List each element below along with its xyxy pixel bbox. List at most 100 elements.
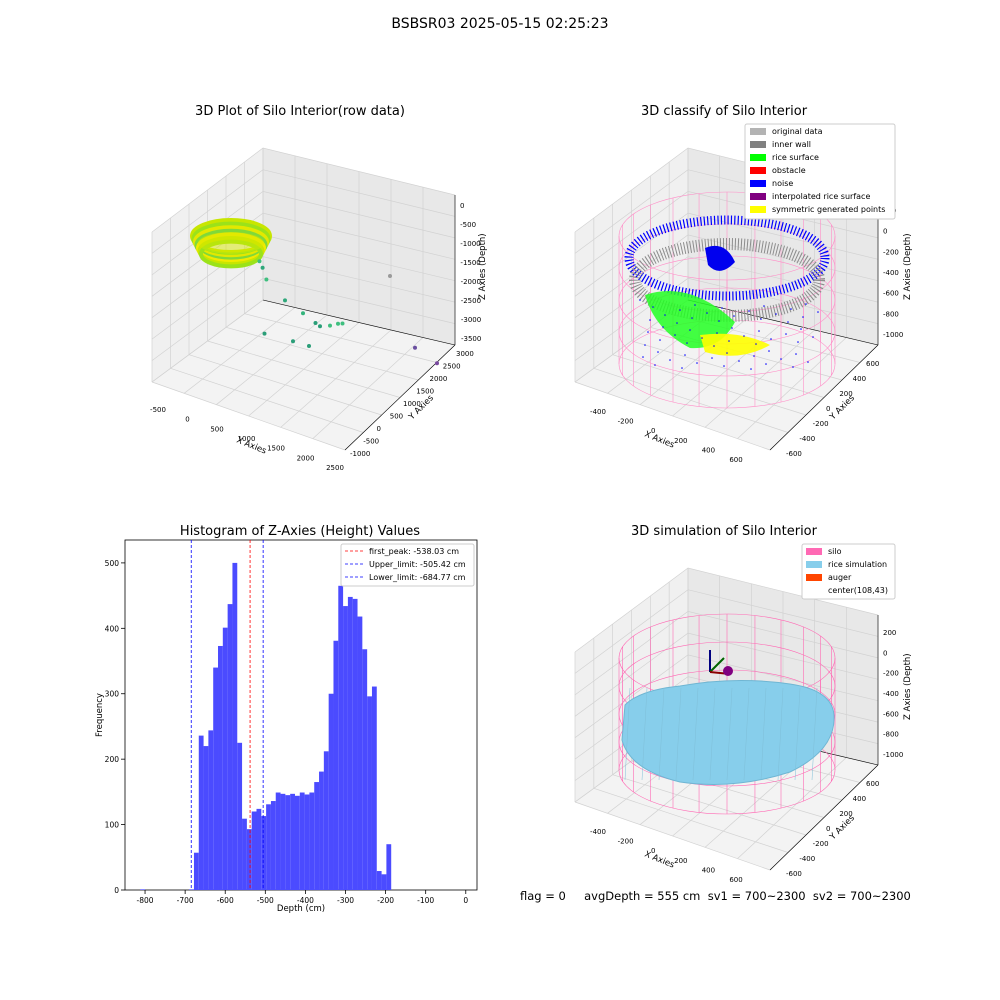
p1-scatter-point <box>257 259 262 264</box>
p4-x-axis-line <box>769 764 879 871</box>
p1-grid-line <box>183 307 296 394</box>
panel2-title: 3D classify of Silo Interior <box>640 104 808 119</box>
p3-histogram-bar <box>232 562 238 890</box>
p2-grid-line <box>574 191 879 276</box>
p1-scatter-point <box>435 361 439 366</box>
p2-legend-frame <box>744 123 896 220</box>
panel3-title: Histogram of Z-Axies (Height) Values <box>179 524 421 539</box>
p4-x-tick-label: 200 <box>674 857 687 865</box>
p4-z-tick-label: -400 <box>883 690 899 698</box>
p1-y-tick-label: -500 <box>363 438 379 446</box>
p2-noise-point <box>738 360 740 362</box>
p1-ring-fill <box>198 232 264 254</box>
p2-z-tick-label: -400 <box>883 269 899 277</box>
p3-histogram-bar <box>362 649 368 890</box>
p2-noise-point <box>763 305 765 307</box>
p4-mesh-line <box>777 687 784 781</box>
p4-mesh-line <box>760 687 767 781</box>
p4-y-tick-label: 0 <box>826 825 830 833</box>
p3-histogram-bar <box>242 818 247 890</box>
p2-z-tick-label: -200 <box>883 248 899 256</box>
p2-noise-point <box>696 362 698 364</box>
p3-histogram-bar <box>352 598 358 890</box>
p2-z-axis-label: Z Axies (Depth) <box>903 233 913 300</box>
p1-grid-line <box>151 191 456 276</box>
p2-noise-point <box>649 319 651 321</box>
p1-silo-point-cloud <box>190 218 272 269</box>
p4-x-tick-label: -400 <box>590 828 606 836</box>
p4-y-tick-label: 200 <box>839 810 852 818</box>
p3-histogram-bar <box>213 667 219 890</box>
p4-mesh-line <box>658 687 665 781</box>
p1-z-tick-label: -2500 <box>461 297 481 305</box>
p2-noise-point <box>748 310 750 312</box>
p4-x-tick-label: 0 <box>651 847 655 855</box>
p3-histogram-bar <box>304 794 310 890</box>
p2-noise-point <box>689 329 691 331</box>
p2-rice-surface <box>645 291 735 349</box>
p4-y-tick-label: 600 <box>866 780 879 788</box>
p2-x-tick-label: -200 <box>618 418 634 426</box>
p4-z-axis-label: Z Axies (Depth) <box>903 653 913 720</box>
p1-x-tick-label: 500 <box>210 425 223 433</box>
p2-noise-point <box>728 340 730 342</box>
p1-y-tick-label: 1000 <box>403 400 421 408</box>
p2-noise-point <box>807 361 809 363</box>
p2-y-tick-label: 200 <box>839 390 852 398</box>
p1-y-tick-label: 2500 <box>443 363 461 371</box>
p4-grid-line <box>574 611 879 696</box>
p2-noise-point <box>787 321 789 323</box>
p2-symmetric-points <box>700 333 770 356</box>
p2-y-tick-label: -200 <box>813 420 829 428</box>
p3-histogram-bar <box>381 874 387 890</box>
p2-noise-point <box>691 317 693 319</box>
p1-x-tick-label: 1000 <box>238 435 256 443</box>
p2-legend-swatch <box>750 206 766 213</box>
p4-center-marker <box>723 666 733 676</box>
p4-x-tick-label: 600 <box>729 876 742 884</box>
p3-histogram-bar <box>333 640 339 890</box>
p4-mesh-line <box>794 687 801 781</box>
p3-x-tick-label: 0 <box>463 896 468 905</box>
p2-noise-cluster <box>705 245 735 271</box>
p2-silo-wireframe <box>618 191 836 409</box>
p2-noise-point <box>797 341 799 343</box>
p1-ring-mark <box>191 221 271 257</box>
p3-x-tick-label: -200 <box>377 896 394 905</box>
p2-noise-point <box>706 312 708 314</box>
p1-z-tick-label: -1500 <box>460 259 480 267</box>
p2-y-tick-label: -600 <box>786 450 802 458</box>
p2-legend-label: obstacle <box>772 166 806 175</box>
p3-histogram-bar <box>140 889 146 890</box>
p4-z-tick-label: 0 <box>883 649 887 657</box>
p2-noise-point <box>743 335 745 337</box>
p4-mesh-line <box>709 687 716 781</box>
p2-noise-point <box>669 359 671 361</box>
panel4-title: 3D simulation of Silo Interior <box>631 524 817 539</box>
p1-z-tick-label: -2000 <box>461 278 481 286</box>
p3-histogram-bar <box>251 811 257 890</box>
p2-y-axis-line <box>687 299 879 346</box>
p2-grid-line <box>574 277 879 361</box>
p2-legend-swatch <box>750 193 766 200</box>
p3-histogram-bar <box>280 793 286 890</box>
p2-z-tick-label: 0 <box>883 228 887 236</box>
p2-legend-label: interpolated rice surface <box>772 192 870 201</box>
p1-scatter-point <box>413 345 417 350</box>
p4-x-tick-label: -200 <box>618 838 634 846</box>
p2-noise-point <box>758 330 760 332</box>
p1-scatter-point <box>307 344 311 348</box>
p2-y-tick-label: 0 <box>826 405 830 413</box>
p2-legend-label: noise <box>772 179 793 188</box>
p4-mesh-line <box>692 687 699 781</box>
p2-noise-point <box>765 363 767 365</box>
p2-noise-point <box>681 367 683 369</box>
p3-x-tick-label: -100 <box>417 896 434 905</box>
p1-scatter-point <box>313 321 318 325</box>
p1-grid-line <box>151 277 456 361</box>
p1-z-tick-label: -3500 <box>461 335 481 343</box>
p1-scatter-point <box>388 274 392 278</box>
p1-y-tick-label: 500 <box>390 413 403 421</box>
p2-legend-swatch <box>750 167 766 174</box>
